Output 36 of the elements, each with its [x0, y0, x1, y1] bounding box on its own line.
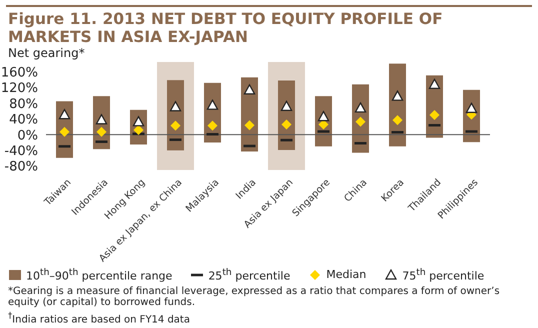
- point: [96, 126, 106, 137]
- legend-label: 10$^{th}$–90$^{th}$ percentile range: [26, 267, 172, 283]
- legend-label: 25$^{th}$ percentile: [208, 267, 290, 283]
- point: [356, 116, 366, 127]
- y-tick-label: 160%: [0, 65, 38, 80]
- point: [244, 120, 254, 130]
- point: [206, 100, 218, 110]
- point: [282, 119, 292, 130]
- y-tick-label: 80%: [9, 96, 38, 112]
- y-tick-label: -40%: [4, 144, 38, 159]
- point: [58, 109, 70, 120]
- point: [428, 78, 440, 89]
- y-axis-title: Net gearing*: [8, 46, 85, 60]
- text: $^{†}$India ratios are based on FY14 data: [8, 310, 191, 325]
- point: [96, 114, 108, 124]
- point: [354, 102, 366, 113]
- y-tick-label: 120%: [0, 81, 38, 96]
- point: [280, 100, 292, 111]
- bar: [389, 64, 406, 146]
- point: [392, 90, 404, 101]
- point: [60, 126, 70, 137]
- y-tick-label: -80%: [4, 160, 38, 175]
- point: [170, 101, 182, 112]
- chart-title: Figure 11. 2013 NET DEBT TO EQUITY PROFILE OF MARKETS IN ASIA EX-JAPAN: [8, 10, 444, 46]
- point: [318, 110, 330, 122]
- point: [466, 102, 478, 113]
- legend-label: 75$^{th}$ percentile: [402, 267, 484, 283]
- y-tick-label: 0%: [17, 128, 38, 144]
- text: *Gearing is a measure of financial leverage, expressed as a ratio that compares a form of owner’s equity (or capital) to borrowed funds.: [8, 286, 501, 308]
- point: [208, 120, 218, 131]
- point: [170, 120, 180, 131]
- point: [392, 115, 402, 126]
- y-tick-label: 40%: [9, 112, 38, 128]
- point: [244, 84, 256, 94]
- point: [430, 110, 440, 120]
- legend-label: Median: [326, 268, 366, 282]
